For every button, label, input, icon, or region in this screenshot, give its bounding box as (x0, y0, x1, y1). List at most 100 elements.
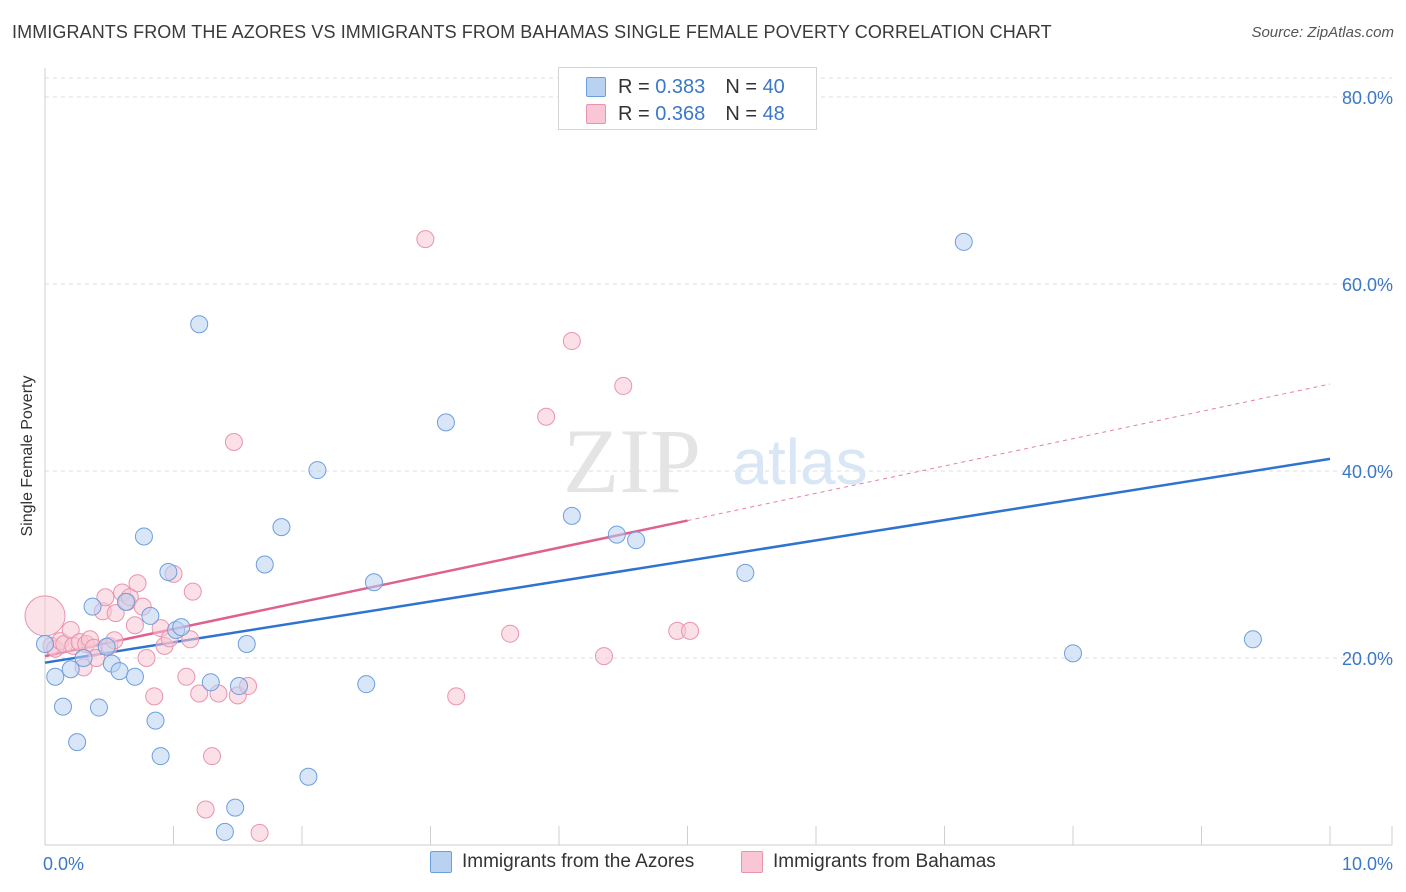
azores-point (83, 597, 102, 616)
legend-row-bahamas: R = 0.368 N = 48 (586, 101, 785, 127)
x-tick-label: 10.0% (1342, 854, 1393, 874)
grid-lines (45, 77, 1392, 659)
data-points (24, 230, 1262, 842)
bahamas-point (681, 621, 700, 640)
bahamas-point (183, 582, 202, 601)
bahamas-point (145, 687, 164, 706)
stats-legend: R = 0.383 N = 40 R = 0.368 N = 48 (558, 67, 817, 130)
bahamas-point (128, 574, 147, 593)
bahamas-trend-line (44, 519, 688, 658)
azores-point (159, 562, 178, 581)
azores-point (134, 527, 153, 546)
bahamas-trend-extension (687, 383, 1331, 522)
axes (44, 68, 1393, 846)
azores-point (89, 698, 108, 717)
bahamas-point (594, 647, 613, 666)
bahamas-legend-label: Immigrants from Bahamas (773, 851, 996, 872)
source-label: Source: ZipAtlas.com (1251, 24, 1394, 41)
azores-point (36, 634, 54, 653)
bahamas-point (614, 376, 633, 395)
y-tick-label: 20.0% (1342, 649, 1393, 669)
azores-point (215, 822, 234, 841)
bahamas-point (203, 747, 222, 766)
bahamas-legend-swatch (741, 851, 763, 873)
bahamas-point (177, 667, 196, 686)
azores-legend-label: Immigrants from the Azores (462, 851, 695, 872)
bahamas-point (24, 595, 66, 637)
azores-point (299, 767, 318, 786)
r-value: 0.383 (655, 75, 706, 98)
azores-point (61, 660, 80, 679)
y-tick-label: 40.0% (1342, 462, 1393, 482)
bottom-legend-azores: Immigrants from the Azores (430, 851, 694, 873)
azores-point (201, 673, 220, 692)
n-value: 40 (762, 75, 785, 98)
legend-row-azores: R = 0.383 N = 40 (586, 74, 785, 100)
azores-point (141, 606, 160, 625)
azores-point (272, 518, 291, 537)
azores-point (74, 649, 93, 667)
n-label: N = (725, 75, 757, 98)
n-value: 48 (762, 102, 785, 125)
y-axis-label: Single Female Poverty (19, 375, 36, 537)
azores-point (97, 637, 116, 656)
azores-point (151, 747, 170, 766)
azores-point (364, 573, 383, 592)
bahamas-point (537, 407, 556, 426)
bahamas-point (416, 230, 435, 249)
azores-swatch (586, 77, 606, 97)
azores-point (562, 506, 581, 525)
bahamas-point (190, 684, 209, 703)
r-label: R = (618, 102, 650, 125)
bottom-legend-bahamas: Immigrants from Bahamas (741, 851, 996, 873)
azores-point (68, 733, 87, 752)
azores-point (308, 461, 327, 480)
azores-point (1064, 644, 1082, 663)
r-label: R = (618, 75, 650, 98)
bahamas-point (96, 588, 115, 607)
trend-lines (44, 383, 1331, 664)
bahamas-point (196, 800, 215, 819)
bahamas-point (224, 433, 243, 452)
azores-point (46, 667, 65, 686)
azores-point (736, 563, 755, 582)
bahamas-point (447, 687, 466, 706)
bahamas-point (125, 616, 144, 635)
watermark-zip: ZIP (563, 410, 701, 512)
azores-legend-swatch (430, 851, 452, 873)
azores-point (627, 531, 646, 550)
azores-point (110, 662, 129, 681)
bahamas-point (501, 624, 520, 643)
tick-labels: 20.0% 40.0% 60.0% 80.0% 0.0% 10.0% (43, 88, 1393, 874)
bahamas-point (137, 649, 156, 667)
azores-point (190, 315, 209, 334)
azores-point (230, 677, 249, 696)
azores-point (255, 555, 274, 574)
azores-point (357, 675, 376, 694)
azores-point (1243, 630, 1262, 649)
watermark: ZIP atlas (563, 410, 868, 512)
azores-point (226, 798, 245, 817)
r-value: 0.368 (655, 102, 706, 125)
azores-point (146, 711, 165, 730)
chart-title: IMMIGRANTS FROM THE AZORES VS IMMIGRANTS… (12, 22, 1052, 42)
y-tick-label: 60.0% (1342, 275, 1393, 295)
bahamas-swatch (586, 104, 606, 124)
n-label: N = (725, 102, 757, 125)
azores-point (53, 697, 72, 716)
bahamas-point (250, 823, 269, 842)
azores-point (172, 618, 191, 637)
bahamas-point (106, 604, 125, 623)
azores-point (237, 634, 256, 653)
x-tick-label: 0.0% (43, 854, 84, 874)
bahamas-point (562, 332, 581, 351)
azores-point (436, 413, 455, 432)
azores-point (954, 232, 973, 251)
azores-point (125, 667, 144, 686)
azores-point (607, 525, 626, 544)
y-tick-label: 80.0% (1342, 88, 1393, 108)
azores-point (116, 592, 135, 611)
bahamas-point (181, 630, 200, 649)
watermark-atlas: atlas (732, 426, 867, 498)
